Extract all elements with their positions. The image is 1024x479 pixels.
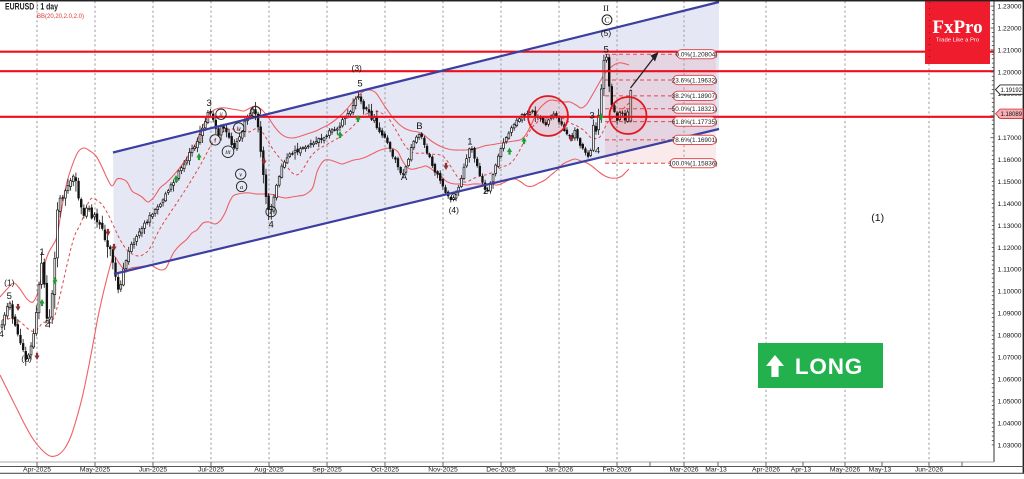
svg-text:(2): (2) xyxy=(21,354,32,364)
svg-text:Aug-2025: Aug-2025 xyxy=(254,466,284,473)
svg-text:2: 2 xyxy=(483,186,488,197)
svg-text:v: v xyxy=(239,172,242,179)
svg-text:5: 5 xyxy=(7,291,12,302)
svg-text:2: 2 xyxy=(45,319,50,330)
svg-text:0.0%(1.20804): 0.0%(1.20804) xyxy=(676,52,718,59)
svg-text:1.14000: 1.14000 xyxy=(998,201,1022,208)
svg-text:Nov-2025: Nov-2025 xyxy=(428,466,458,473)
svg-text:(1): (1) xyxy=(871,212,884,224)
svg-text:1.08000: 1.08000 xyxy=(998,333,1022,340)
svg-text:Oct-2025: Oct-2025 xyxy=(371,466,399,473)
svg-text:1.19192: 1.19192 xyxy=(1001,87,1023,94)
svg-text:1.22000: 1.22000 xyxy=(998,25,1022,32)
svg-text:4: 4 xyxy=(0,329,4,340)
svg-text:78.6%(1.16901): 78.6%(1.16901) xyxy=(672,137,717,144)
svg-text:May-2026: May-2026 xyxy=(830,466,860,473)
svg-text:Jun-2026: Jun-2026 xyxy=(915,466,944,473)
svg-text:1.07000: 1.07000 xyxy=(998,355,1022,362)
svg-text:a: a xyxy=(240,184,243,191)
svg-text:1.09000: 1.09000 xyxy=(998,311,1022,318)
svg-text:b: b xyxy=(254,109,258,116)
svg-text:c: c xyxy=(270,209,273,216)
svg-text:C: C xyxy=(604,16,609,25)
svg-text:100.0%(1.15836): 100.0%(1.15836) xyxy=(668,161,717,168)
svg-text:1.11000: 1.11000 xyxy=(998,267,1022,274)
svg-text:5: 5 xyxy=(357,79,362,90)
svg-text:(4): (4) xyxy=(449,205,460,215)
svg-text:4: 4 xyxy=(268,220,273,231)
svg-text:Jul-2025: Jul-2025 xyxy=(198,466,224,473)
svg-text:1: 1 xyxy=(39,247,44,258)
svg-text:1.06000: 1.06000 xyxy=(998,376,1022,383)
svg-text:May-13: May-13 xyxy=(869,466,892,473)
svg-text:i: i xyxy=(214,137,216,144)
svg-text:Sep-2025: Sep-2025 xyxy=(312,466,342,473)
svg-text:4: 4 xyxy=(595,146,600,157)
svg-text:1.04000: 1.04000 xyxy=(998,420,1022,427)
svg-text:(3): (3) xyxy=(352,63,363,73)
svg-text:1.10000: 1.10000 xyxy=(998,289,1022,296)
svg-text:Jun-2025: Jun-2025 xyxy=(139,466,168,473)
svg-text:1.20000: 1.20000 xyxy=(998,69,1022,76)
svg-text:May-2025: May-2025 xyxy=(80,466,110,473)
svg-text:BB(20,20,2.0,2.0): BB(20,20,2.0,2.0) xyxy=(37,13,84,20)
svg-text:B: B xyxy=(416,121,422,132)
svg-text:Apr-13: Apr-13 xyxy=(791,466,812,473)
svg-text:1.23000: 1.23000 xyxy=(998,3,1022,10)
svg-text:1.15000: 1.15000 xyxy=(998,179,1022,186)
svg-text:3: 3 xyxy=(589,111,594,122)
svg-text:1.03000: 1.03000 xyxy=(998,442,1022,449)
svg-text:1.18089: 1.18089 xyxy=(1001,111,1023,118)
svg-text:23.6%(1.19632): 23.6%(1.19632) xyxy=(672,77,717,84)
svg-text:Mar-13: Mar-13 xyxy=(705,466,727,473)
svg-text:5: 5 xyxy=(604,45,609,56)
svg-text:1.05000: 1.05000 xyxy=(998,398,1022,405)
svg-text:EURUSD : 1 day: EURUSD : 1 day xyxy=(5,2,58,12)
svg-text:1.12000: 1.12000 xyxy=(998,245,1022,252)
svg-text:FxPro: FxPro xyxy=(932,17,982,38)
svg-text:50.0%(1.18321): 50.0%(1.18321) xyxy=(672,106,717,113)
svg-text:ii: ii xyxy=(219,112,223,119)
svg-text:1.17000: 1.17000 xyxy=(998,135,1022,142)
svg-text:Jan-2026: Jan-2026 xyxy=(545,466,574,473)
svg-text:Trade Like a Pro: Trade Like a Pro xyxy=(936,37,980,43)
svg-text:(1): (1) xyxy=(4,278,15,288)
svg-text:(5): (5) xyxy=(601,28,612,38)
svg-text:Dec-2025: Dec-2025 xyxy=(486,466,516,473)
svg-text:1.13000: 1.13000 xyxy=(998,223,1022,230)
svg-text:iv: iv xyxy=(236,125,241,132)
svg-text:Apr-2025: Apr-2025 xyxy=(23,466,51,473)
svg-text:1: 1 xyxy=(467,137,472,148)
svg-text:3: 3 xyxy=(207,98,212,109)
svg-text:iii: iii xyxy=(225,149,231,156)
svg-text:A: A xyxy=(401,172,408,183)
svg-text:1.21000: 1.21000 xyxy=(998,47,1022,54)
svg-text:II: II xyxy=(603,3,609,13)
svg-text:C: C xyxy=(450,192,457,203)
svg-text:38.2%(1.18907): 38.2%(1.18907) xyxy=(672,93,717,100)
svg-text:61.8%(1.17735): 61.8%(1.17735) xyxy=(672,119,717,126)
svg-text:Apr-2026: Apr-2026 xyxy=(752,466,780,473)
svg-text:1.16000: 1.16000 xyxy=(998,157,1022,164)
svg-text:Feb-2026: Feb-2026 xyxy=(602,466,631,473)
svg-text:LONG: LONG xyxy=(795,354,863,379)
svg-text:Mar-2026: Mar-2026 xyxy=(669,466,698,473)
